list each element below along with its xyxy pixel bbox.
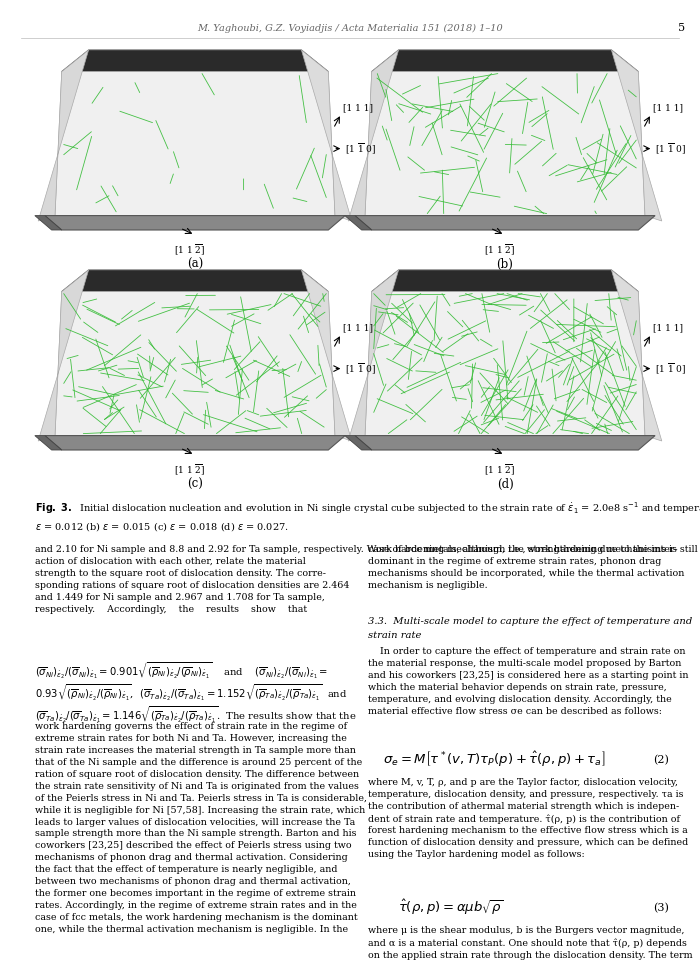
Text: (3): (3)	[653, 903, 669, 913]
Text: where μ is the shear modulus, b is the Burgers vector magnitude,
and α is a mate: where μ is the shear modulus, b is the B…	[368, 926, 692, 960]
Polygon shape	[62, 50, 328, 72]
Text: [1 1 $\mathregular{\overline{2}}$]: [1 1 $\mathregular{\overline{2}}$]	[484, 242, 516, 256]
Text: [1 $\mathregular{\overline{1}}$ 0]: [1 $\mathregular{\overline{1}}$ 0]	[655, 141, 687, 156]
Text: $(\overline{\sigma}_{Ta})_{\dot{\varepsilon}_2}/(\overline{\sigma}_{Ta})_{\dot{\: $(\overline{\sigma}_{Ta})_{\dot{\varepsi…	[35, 704, 356, 725]
Text: [1 $\mathregular{\overline{1}}$ 0]: [1 $\mathregular{\overline{1}}$ 0]	[345, 141, 377, 156]
Text: In order to capture the effect of temperature and strain rate on
the material re: In order to capture the effect of temper…	[368, 647, 689, 716]
Polygon shape	[62, 270, 328, 292]
Text: (a): (a)	[187, 258, 203, 271]
Polygon shape	[348, 270, 398, 441]
Text: $\bf{Fig.\ 3.}$  Initial dislocation nucleation and evolution in Ni single cryst: $\bf{Fig.\ 3.}$ Initial dislocation nucl…	[35, 500, 700, 534]
Text: strain rate: strain rate	[368, 631, 421, 640]
Text: [1 $\mathregular{\overline{1}}$ 0]: [1 $\mathregular{\overline{1}}$ 0]	[655, 361, 687, 376]
Text: (2): (2)	[653, 755, 669, 765]
Polygon shape	[611, 50, 662, 221]
Text: [1 1 1]: [1 1 1]	[653, 324, 683, 332]
Text: (d): (d)	[496, 478, 513, 491]
Text: [1 1 $\mathregular{\overline{2}}$]: [1 1 $\mathregular{\overline{2}}$]	[484, 462, 516, 477]
Text: (c): (c)	[187, 478, 203, 491]
Polygon shape	[355, 216, 655, 230]
Text: [1 1 $\mathregular{\overline{2}}$]: [1 1 $\mathregular{\overline{2}}$]	[174, 242, 206, 256]
Polygon shape	[35, 216, 62, 230]
Polygon shape	[55, 72, 335, 216]
Polygon shape	[302, 50, 352, 221]
Text: [1 1 1]: [1 1 1]	[343, 104, 373, 112]
Polygon shape	[345, 216, 372, 230]
Text: [1 1 $\mathregular{\overline{2}}$]: [1 1 $\mathregular{\overline{2}}$]	[174, 462, 206, 477]
Polygon shape	[45, 436, 345, 450]
Text: [1 $\mathregular{\overline{1}}$ 0]: [1 $\mathregular{\overline{1}}$ 0]	[345, 361, 377, 376]
Polygon shape	[55, 292, 335, 436]
Polygon shape	[365, 292, 645, 436]
Polygon shape	[355, 436, 655, 450]
Polygon shape	[365, 72, 645, 216]
Polygon shape	[38, 270, 89, 441]
Polygon shape	[35, 436, 62, 450]
Polygon shape	[611, 270, 662, 441]
Polygon shape	[372, 50, 638, 72]
Text: M. Yaghoubi, G.Z. Voyiadjis / Acta Materialia 151 (2018) 1–10: M. Yaghoubi, G.Z. Voyiadjis / Acta Mater…	[197, 23, 503, 33]
Text: [1 1 1]: [1 1 1]	[343, 324, 373, 332]
Text: case of bcc metals, although the work hardening mechanisms is still
dominant in : case of bcc metals, although the work ha…	[368, 545, 698, 589]
Text: $0.93\sqrt{(\overline{\rho}_{Ni})_{\dot{\varepsilon}_2}/(\overline{\rho}_{Ni})_{: $0.93\sqrt{(\overline{\rho}_{Ni})_{\dot{…	[35, 682, 347, 703]
Text: [1 1 1]: [1 1 1]	[653, 104, 683, 112]
Polygon shape	[345, 436, 372, 450]
Text: $\sigma_e = M\left[\tau^*(v,T)\tau_P(p) + \hat{\tau}(\rho,p) + \tau_a\right]$: $\sigma_e = M\left[\tau^*(v,T)\tau_P(p) …	[383, 750, 606, 769]
Polygon shape	[38, 50, 89, 221]
Text: $\hat{\tau}(\rho,p) = \alpha\mu b\sqrt{\rho}$: $\hat{\tau}(\rho,p) = \alpha\mu b\sqrt{\…	[398, 898, 503, 917]
Text: and 2.10 for Ni sample and 8.8 and 2.92 for Ta sample, respectively. Work harden: and 2.10 for Ni sample and 8.8 and 2.92 …	[35, 545, 678, 613]
Text: 5: 5	[678, 23, 685, 33]
Polygon shape	[372, 270, 638, 292]
Polygon shape	[302, 270, 352, 441]
Polygon shape	[348, 50, 398, 221]
Text: $(\overline{\sigma}_{Ni})_{\dot{\varepsilon}_2}/(\overline{\sigma}_{Ni})_{\dot{\: $(\overline{\sigma}_{Ni})_{\dot{\varepsi…	[35, 660, 328, 681]
Text: where M, v, T, ρ, and p are the Taylor factor, dislocation velocity,
temperature: where M, v, T, ρ, and p are the Taylor f…	[368, 778, 688, 859]
Text: work hardening governs the effect of strain rate in the regime of
extreme strain: work hardening governs the effect of str…	[35, 722, 367, 934]
Text: (b): (b)	[496, 258, 513, 271]
Polygon shape	[45, 216, 345, 230]
Text: 3.3.  Multi-scale model to capture the effect of temperature and: 3.3. Multi-scale model to capture the ef…	[368, 617, 692, 626]
